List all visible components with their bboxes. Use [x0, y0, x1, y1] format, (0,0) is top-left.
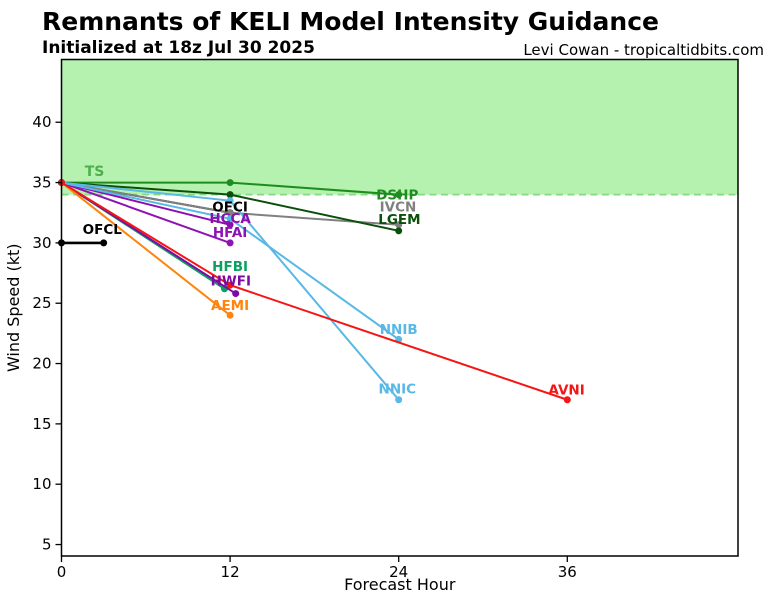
series-label-OFCI: OFCI — [212, 200, 248, 216]
series-label-DSHP: DSHP — [376, 187, 418, 203]
page-title: Remnants of KELI Model Intensity Guidanc… — [42, 7, 660, 36]
series-marker-DSHP — [226, 179, 234, 187]
series-label-HFBI: HFBI — [212, 259, 248, 275]
x-tick-label: 0 — [57, 563, 67, 581]
y-tick-label: 15 — [32, 415, 51, 433]
series-marker-DSHP — [395, 191, 403, 199]
series-marker-AEMI — [226, 311, 234, 319]
series-line-AEMI — [60, 181, 232, 317]
series-marker-NNIC — [226, 197, 234, 205]
series-marker-HWFI — [232, 290, 240, 298]
x-tick-label: 24 — [389, 563, 408, 581]
x-axis-title: Forecast Hour — [344, 575, 456, 594]
series-marker-NNIC — [395, 396, 403, 404]
series-label-AVNI: AVNI — [548, 382, 584, 398]
x-tick-label: 36 — [558, 563, 577, 581]
ts-label: TS — [85, 164, 105, 180]
series-marker-HCCA — [226, 221, 234, 229]
series-marker-IVCN — [226, 209, 234, 217]
y-tick-label: 20 — [32, 355, 51, 373]
init-timestamp: Initialized at 18z Jul 30 2025 — [42, 38, 315, 58]
series-marker-HFAI — [226, 239, 234, 247]
series-label-AEMI: AEMI — [211, 298, 249, 314]
y-tick-label: 40 — [32, 113, 51, 131]
series-marker-LGEM — [226, 191, 234, 199]
y-tick-label: 35 — [32, 174, 51, 192]
y-tick-label: 5 — [42, 536, 52, 554]
series-label-IVCN: IVCN — [380, 200, 417, 216]
series-marker-NNIB — [226, 215, 234, 223]
series-marker-OFCL — [100, 239, 108, 247]
y-axis-title: Wind Speed (kt) — [4, 243, 23, 372]
series-label-NNIC: NNIC — [379, 382, 417, 398]
y-tick-label: 10 — [32, 475, 51, 493]
series-label-HWFI: HWFI — [211, 274, 251, 290]
series-label-HFAI: HFAI — [213, 225, 247, 241]
y-tick-label: 30 — [32, 234, 51, 252]
series-label-NNIB: NNIB — [380, 322, 418, 338]
x-tick-label: 12 — [221, 563, 240, 581]
series-marker-IVCN — [395, 221, 403, 229]
series-line-AVNI — [60, 181, 569, 401]
series-marker-AVNI — [563, 396, 571, 404]
plot-frame — [60, 58, 739, 557]
series-marker-AVNI — [226, 281, 234, 289]
series-label-LGEM: LGEM — [378, 212, 420, 228]
series-line-HFAI — [60, 181, 232, 244]
credit-text: Levi Cowan - tropicaltidbits.com — [523, 41, 764, 59]
ts-band — [61, 59, 738, 195]
series-label-HCCA: HCCA — [209, 211, 251, 227]
series-label-OFCL: OFCL — [83, 222, 123, 238]
y-tick-label: 25 — [32, 294, 51, 312]
series-marker-LGEM — [395, 227, 403, 235]
